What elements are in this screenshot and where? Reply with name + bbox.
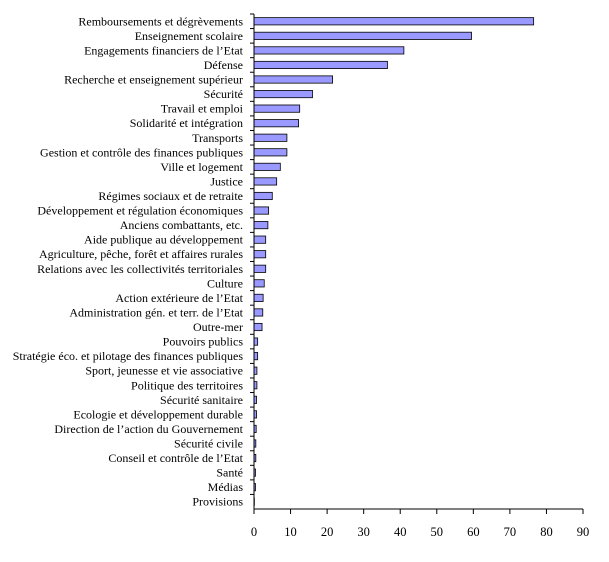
bar [253,293,264,302]
bar [253,104,301,113]
category-label: Remboursements et dégrèvements [78,14,243,28]
x-tick-label: 70 [504,525,517,539]
x-tick-label: 40 [394,525,407,539]
x-tick-label: 10 [284,525,297,539]
bar [253,119,299,128]
bar [253,133,288,142]
bar [253,191,273,201]
bar [253,31,472,40]
category-label: Administration gén. et terr. de l’Etat [69,305,243,319]
bar [253,17,535,26]
category-label: Régimes sociaux et de retraite [98,189,243,203]
category-label: Développement et régulation économiques [37,204,243,218]
bar [253,148,288,157]
category-label: Action extérieure de l’Etat [115,291,243,305]
bar [253,162,281,171]
x-tick-label: 60 [467,525,480,539]
x-tick-label: 30 [357,525,370,539]
category-label: Médias [208,480,244,494]
category-label: Sécurité civile [174,436,243,450]
category-label: Pouvoirs publics [163,335,244,349]
bar [253,308,264,317]
category-label: Enseignement scolaire [135,29,243,43]
x-tick-label: 50 [431,525,444,539]
bar [253,337,259,346]
category-label: Provisions [192,495,243,509]
bar [253,60,388,69]
bar [253,250,267,259]
bar [253,352,259,361]
category-label: Culture [207,276,243,290]
category-label: Travail et emploi [161,102,244,116]
bar [253,235,267,244]
bar [253,177,278,186]
x-tick-label: 80 [540,525,553,539]
category-label: Justice [210,174,243,188]
bar [253,221,269,230]
bar [253,279,265,288]
category-label: Aide publique au développement [84,233,244,247]
bar [253,75,333,84]
category-label: Gestion et contrôle des finances publiqu… [40,145,243,159]
category-label: Transports [192,131,243,145]
x-tick-label: 90 [577,525,590,539]
category-label: Sécurité [204,87,243,101]
category-label: Anciens combattants, etc. [120,218,243,232]
category-label: Agriculture, pêche, forêt et affaires ru… [39,247,243,261]
bars [253,17,535,506]
category-label: Ville et logement [160,160,243,174]
category-label: Engagements financiers de l’Etat [84,43,244,57]
category-label: Défense [204,58,243,72]
category-labels: Remboursements et dégrèvementsEnseigneme… [13,14,244,508]
bar [253,90,313,99]
bar [253,46,405,55]
category-label: Ecologie et développement durable [73,407,243,421]
category-label: Outre-mer [193,320,243,334]
bar [253,264,267,273]
x-tick-label: 20 [321,525,334,539]
x-axis-ticks: 0 10 20 30 40 50 60 70 80 90 [250,13,590,539]
category-label: Recherche et enseignement supérieur [64,73,243,87]
category-label: Stratégie éco. et pilotage des finances … [13,349,244,363]
category-label: Santé [216,466,243,480]
bar [253,206,270,215]
category-label: Relations avec les collectivités territo… [37,262,243,276]
category-label: Conseil et contrôle de l’Etat [108,451,243,465]
category-label: Sécurité sanitaire [160,393,243,407]
bar [253,322,263,332]
category-label: Direction de l’action du Gouvernement [54,422,243,436]
category-label: Solidarité et intégration [130,116,243,130]
axes [253,14,583,510]
category-label: Politique des territoires [131,378,243,392]
x-tick-label: 0 [251,525,257,539]
category-label: Sport, jeunesse et vie associative [85,364,243,378]
